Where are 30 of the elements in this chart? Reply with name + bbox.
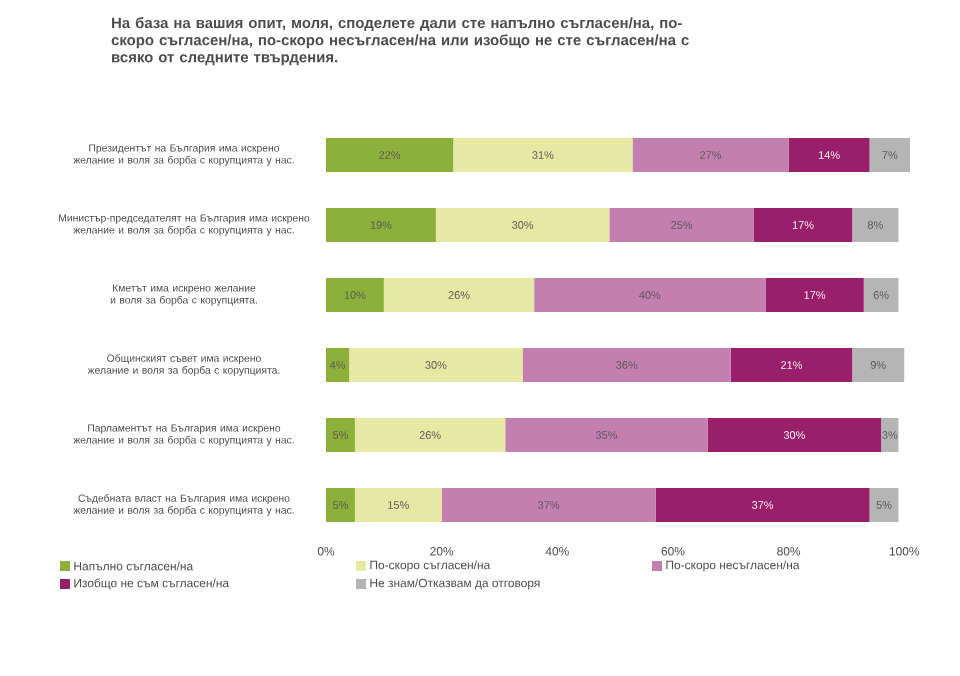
bar (326, 278, 384, 313)
bar (609, 208, 754, 243)
bar (522, 348, 731, 383)
bar (534, 278, 766, 313)
bar (852, 208, 899, 243)
bar (765, 278, 864, 313)
bar (326, 418, 355, 453)
bar (707, 418, 882, 453)
bar (869, 138, 911, 173)
bar (869, 488, 899, 523)
bar (354, 418, 506, 453)
bar (326, 348, 350, 383)
bar (753, 208, 853, 243)
bar (441, 488, 656, 523)
bar (349, 348, 523, 383)
bar (435, 208, 610, 243)
bar (852, 348, 905, 383)
bar (326, 138, 454, 173)
bar (326, 208, 436, 243)
bar (326, 488, 355, 523)
bar (505, 418, 708, 453)
bar (655, 488, 870, 523)
bar (354, 488, 442, 523)
bar (383, 278, 535, 313)
bar (453, 138, 633, 173)
bar (881, 418, 899, 453)
bar (863, 278, 899, 313)
bar (730, 348, 853, 383)
bar (632, 138, 789, 173)
bar (788, 138, 870, 173)
